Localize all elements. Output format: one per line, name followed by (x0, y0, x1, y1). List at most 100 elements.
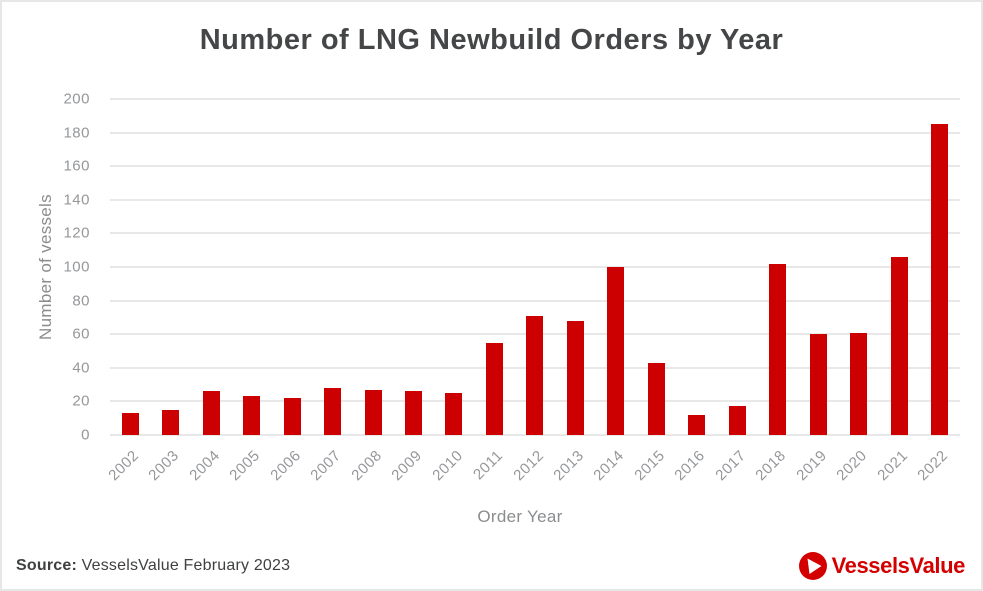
grid-line (110, 98, 960, 100)
bar-2019 (809, 334, 827, 435)
bar-slot (798, 99, 838, 435)
x-tick-slot: 2012 (510, 439, 555, 509)
y-tick-label: 80 (72, 292, 90, 310)
grid-line (110, 232, 960, 235)
grid-line (110, 165, 960, 168)
y-tick-label: 40 (72, 359, 90, 377)
x-tick-slot: 2010 (429, 439, 474, 509)
bar-2005 (243, 396, 261, 435)
bar-slot (555, 99, 595, 435)
x-tick-label: 2017 (712, 447, 750, 485)
plot-area (110, 98, 960, 436)
x-tick-slot: 2003 (146, 439, 190, 509)
bar-2013 (566, 320, 584, 435)
x-tick-slot: 2014 (591, 439, 636, 509)
vesselsvalue-logo-icon (798, 552, 827, 580)
y-tick-label: 100 (63, 258, 90, 276)
bar-slot (474, 99, 514, 435)
bar-2002 (121, 413, 139, 435)
bar-2016 (688, 414, 706, 435)
x-tick-slot: 2008 (348, 439, 393, 509)
bar-2009 (405, 391, 423, 435)
x-tick-label: 2004 (186, 447, 224, 485)
source-label: Source: (16, 557, 77, 574)
x-tick-label: 2005 (226, 447, 264, 485)
bar-slot (191, 99, 231, 435)
y-tick-label: 160 (63, 157, 90, 175)
x-tick-label: 2022 (914, 447, 952, 485)
x-tick-label: 2011 (470, 447, 507, 484)
x-tick-label: 2007 (307, 447, 345, 485)
x-tick-label: 2013 (550, 447, 588, 485)
bar-slot (150, 99, 190, 435)
x-tick-slot: 2022 (915, 439, 959, 509)
bar-slot (677, 99, 717, 435)
x-tick-slot: 2019 (793, 439, 838, 509)
vesselsvalue-logo: VesselsValue (798, 551, 965, 581)
y-tick-label: 20 (72, 392, 90, 410)
bar-slot (838, 99, 878, 435)
x-tick-slot: 2016 (672, 439, 717, 509)
y-tick-label: 120 (63, 224, 90, 242)
source-text: VesselsValue February 2023 (81, 557, 291, 574)
x-tick-label: 2010 (428, 447, 467, 485)
bar-2003 (162, 409, 180, 435)
x-tick-slot: 2009 (389, 439, 433, 509)
vesselsvalue-logo-text: VesselsValue (831, 553, 966, 578)
x-tick-slot: 2013 (550, 439, 595, 509)
x-tick-slot: 2004 (186, 439, 231, 509)
x-tick-label: 2002 (105, 447, 143, 485)
bar-2017 (728, 406, 746, 435)
x-tick-slot: 2011 (470, 439, 514, 509)
bar-slot (272, 99, 312, 435)
x-tick-label: 2009 (388, 447, 426, 485)
y-tick-label: 180 (63, 124, 90, 142)
bar-2010 (445, 393, 463, 435)
bar-slot (919, 99, 959, 435)
x-tick-slot: 2006 (267, 439, 312, 509)
bar-2008 (364, 389, 382, 435)
bar-2018 (769, 263, 787, 435)
grid-line (110, 434, 960, 436)
bars-container (110, 99, 960, 435)
bar-slot (110, 99, 150, 435)
bar-slot (596, 99, 636, 435)
y-tick-label: 0 (81, 426, 90, 444)
grid-line (110, 131, 960, 134)
bar-slot (636, 99, 676, 435)
x-tick-slot: 2005 (227, 439, 271, 509)
x-tick-slot: 2021 (874, 439, 919, 509)
x-tick-slot: 2020 (834, 439, 878, 509)
x-tick-label: 2020 (833, 447, 871, 485)
y-tick-label: 60 (72, 325, 90, 343)
bar-2006 (283, 398, 301, 435)
bar-slot (312, 99, 352, 435)
bar-2015 (647, 362, 665, 435)
x-tick-label: 2012 (509, 447, 547, 485)
bar-2004 (202, 391, 220, 435)
x-tick-slot: 2007 (308, 439, 352, 509)
bar-2022 (931, 124, 949, 435)
chart-title: Number of LNG Newbuild Orders by Year (199, 24, 784, 56)
bar-2014 (607, 267, 625, 435)
grid-line (110, 266, 960, 268)
x-tick-slot: 2002 (105, 439, 150, 509)
x-tick-label: 2006 (267, 447, 305, 485)
y-tick-label: 140 (63, 191, 90, 209)
x-tick-label: 2015 (631, 447, 669, 485)
bar-slot (353, 99, 393, 435)
bar-slot (393, 99, 433, 435)
x-axis-title: Order Year (477, 507, 563, 526)
source-line: Source: VesselsValue February 2023 (16, 557, 290, 575)
x-tick-label: 2016 (671, 447, 709, 485)
y-tick-label: 200 (63, 90, 90, 108)
grid-line (110, 299, 960, 302)
y-axis-ticks: 0 20 40 60 80 100 120 140 160 180 200 (2, 91, 102, 444)
bar-2007 (324, 387, 342, 435)
x-tick-label: 2018 (752, 447, 790, 485)
bar-2012 (526, 315, 544, 435)
bar-2011 (485, 342, 503, 435)
x-tick-slot: 2017 (712, 439, 757, 509)
x-tick-slot: 2015 (631, 439, 676, 509)
